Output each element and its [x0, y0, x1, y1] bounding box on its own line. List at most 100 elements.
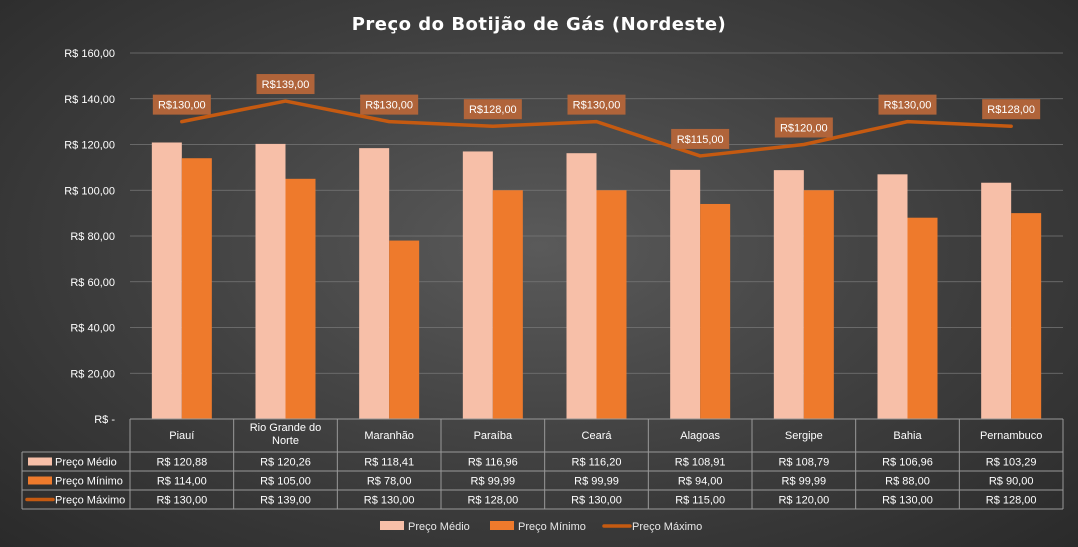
table-cell: R$ 108,79: [778, 457, 829, 469]
y-tick-label: R$ 80,00: [70, 231, 115, 243]
bar-preco-medio: [566, 153, 597, 419]
table-row-label: Preço Máximo: [55, 495, 125, 507]
bar-preco-medio: [877, 174, 908, 419]
bar-preco-minimo: [907, 217, 938, 419]
data-label-box: [256, 74, 315, 95]
category-label: Pernambuco: [980, 430, 1042, 442]
data-label-text: R$128,00: [987, 104, 1035, 116]
data-label-preco-maximo: R$139,00: [256, 74, 315, 95]
table-cell: R$ 120,88: [156, 457, 207, 469]
table-cell: R$ 128,00: [467, 495, 518, 507]
legend-item-preco-medio: Preço Médio: [380, 521, 470, 533]
table-cell: R$ 128,00: [986, 495, 1037, 507]
data-label-box: [982, 99, 1041, 120]
table-cell: R$ 115,00: [675, 495, 725, 507]
data-label-box: [671, 128, 730, 149]
legend-item-preco-maximo: Preço Máximo: [602, 521, 702, 533]
category-label: Bahia: [893, 430, 922, 442]
data-label-preco-maximo: R$128,00: [982, 99, 1041, 120]
y-tick-label: R$ 140,00: [64, 94, 115, 106]
data-label-box: [463, 99, 522, 120]
category-label: Alagoas: [680, 430, 720, 442]
bar-preco-medio: [981, 182, 1012, 419]
table-cell: R$ 130,00: [571, 495, 622, 507]
legend: Preço Médio Preço Mínimo Preço Máximo: [380, 521, 702, 533]
data-label-preco-maximo: R$128,00: [463, 99, 522, 120]
data-label-text: R$130,00: [884, 100, 932, 112]
max-price-line: [180, 99, 1013, 158]
category-label: Piauí: [169, 430, 194, 442]
chart-title: Preço do Botijão de Gás (Nordeste): [352, 14, 727, 35]
table-cell: R$ 120,00: [778, 495, 829, 507]
bar-preco-medio: [462, 151, 493, 420]
legend-swatch: [490, 521, 514, 530]
data-label-box: [774, 117, 833, 138]
data-label-text: R$139,00: [262, 79, 310, 91]
bar-preco-minimo: [700, 203, 731, 419]
table-cell: R$ 103,29: [986, 457, 1037, 469]
data-label-preco-maximo: R$120,00: [774, 117, 833, 138]
data-label-preco-maximo: R$115,00: [671, 128, 730, 149]
legend-item-preco-minimo: Preço Mínimo: [490, 521, 586, 533]
table-cell: R$ 88,00: [885, 476, 930, 488]
table-cell: R$ 114,00: [157, 476, 207, 488]
table-cell: R$ 118,41: [364, 457, 414, 469]
bar-preco-minimo: [181, 158, 212, 419]
data-label-text: R$115,00: [677, 134, 724, 146]
bar-preco-minimo: [1011, 213, 1042, 419]
table-cell: R$ 78,00: [367, 476, 412, 488]
table-cell: R$ 99,99: [574, 476, 619, 488]
table-cell: R$ 106,96: [882, 457, 933, 469]
bar-preco-minimo: [285, 178, 316, 419]
table-row-label: Preço Médio: [55, 457, 117, 469]
bar-preco-minimo: [803, 190, 834, 419]
data-label-box: [360, 94, 419, 115]
category-label: Ceará: [582, 430, 613, 442]
legend-label: Preço Mínimo: [518, 521, 586, 533]
data-label-text: R$130,00: [158, 100, 206, 112]
data-label-box: [152, 94, 211, 115]
table-cell: R$ 105,00: [260, 476, 311, 488]
data-label-text: R$128,00: [469, 104, 517, 116]
table-cell: R$ 90,00: [989, 476, 1034, 488]
table-cell: R$ 99,99: [471, 476, 516, 488]
data-label-text: R$120,00: [780, 123, 828, 135]
y-tick-label: R$ 20,00: [70, 368, 115, 380]
legend-swatch: [380, 521, 404, 530]
bar-preco-medio: [773, 170, 804, 419]
bar-preco-medio: [670, 169, 701, 419]
legend-label: Preço Máximo: [632, 521, 702, 533]
bars: [151, 142, 1042, 420]
y-tick-label: R$ 40,00: [70, 323, 115, 335]
table-cell: R$ 120,26: [260, 457, 311, 469]
bar-preco-medio: [359, 148, 390, 419]
table-cell: R$ 130,00: [882, 495, 933, 507]
data-table: Piauí Rio Grande do Norte Maranhão Paraíba Ce…: [21, 418, 1064, 510]
category-label: Paraíba: [474, 430, 513, 442]
table-cell: R$ 116,96: [468, 457, 518, 469]
bar-preco-medio: [255, 143, 286, 419]
table-cell: R$ 139,00: [260, 495, 311, 507]
table-cell: R$ 108,91: [675, 457, 726, 469]
data-label-preco-maximo: R$130,00: [360, 94, 419, 115]
table-cell: R$ 130,00: [156, 495, 207, 507]
legend-label: Preço Médio: [408, 521, 470, 533]
table-cell: R$ 94,00: [678, 476, 723, 488]
line-preco-maximo: [180, 99, 1013, 158]
category-label: Rio Grande do Norte: [250, 422, 322, 447]
bar-preco-minimo: [389, 240, 420, 419]
category-label: Maranhão: [364, 430, 414, 442]
y-tick-label: R$ 120,00: [64, 140, 115, 152]
bar-preco-medio: [151, 142, 182, 419]
category-label-line: Norte: [272, 435, 299, 447]
data-labels: R$130,00 R$139,00 R$130,00 R$128,00 R$130,00…: [152, 74, 1041, 149]
data-label-text: R$130,00: [365, 100, 413, 112]
y-tick-label: R$ -: [94, 414, 115, 426]
table-row-label: Preço Mínimo: [55, 476, 123, 488]
y-tick-label: R$ 100,00: [64, 185, 115, 197]
data-label-box: [878, 94, 937, 115]
y-tick-label: R$ 160,00: [64, 48, 115, 60]
category-label-line: Rio Grande do: [250, 422, 322, 434]
